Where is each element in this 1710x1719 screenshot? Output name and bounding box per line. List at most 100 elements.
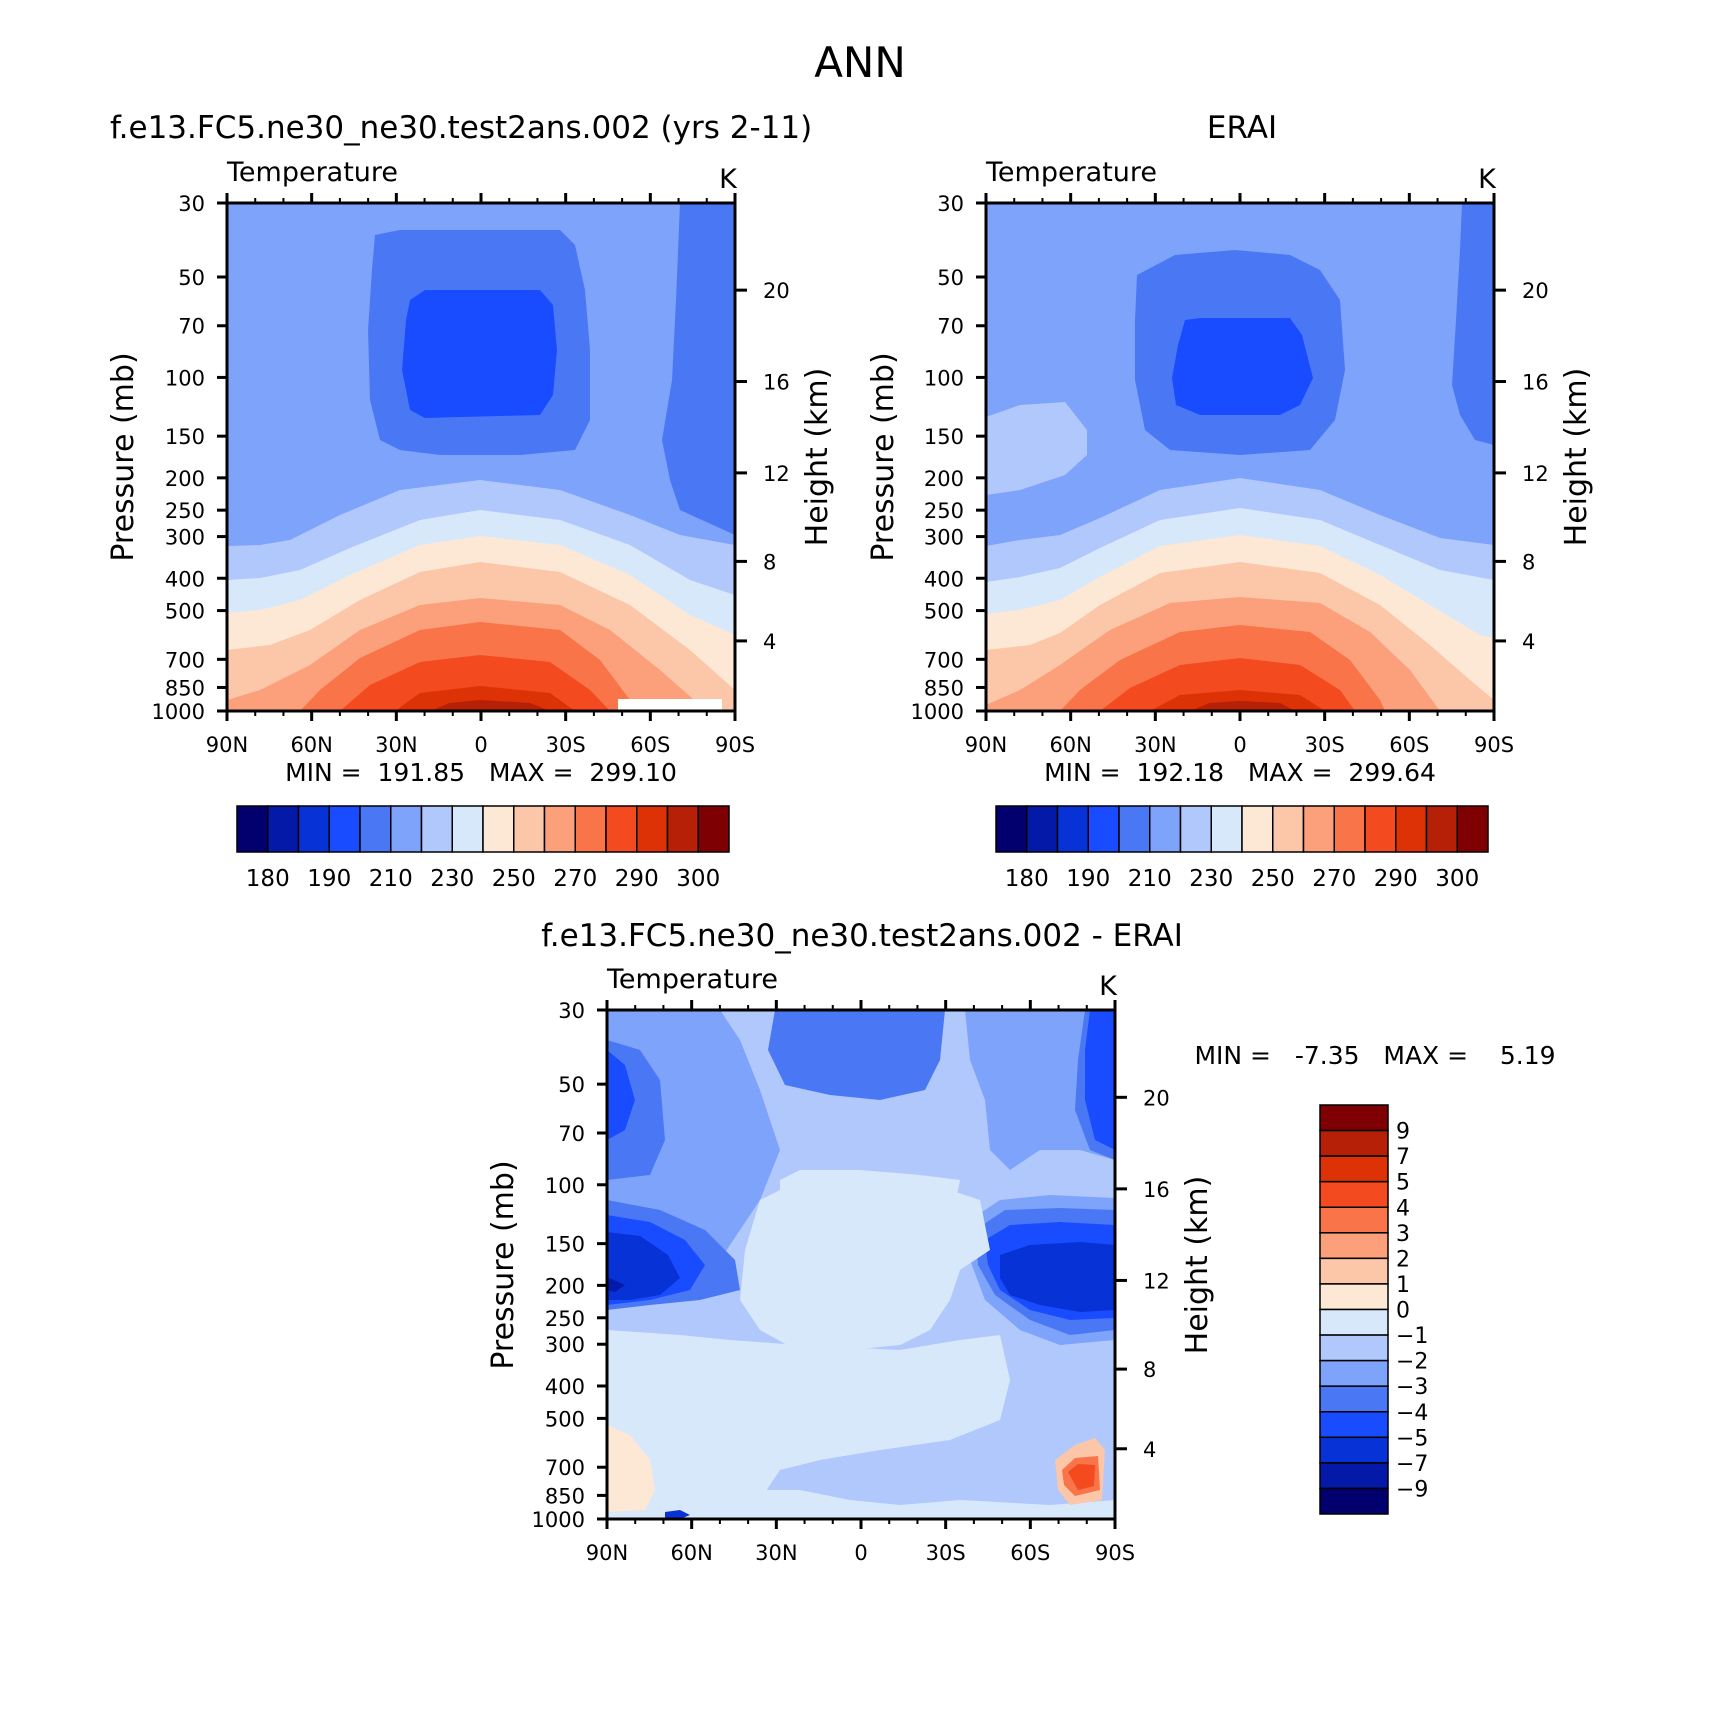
model-ytick-label: 250 — [165, 499, 205, 523]
obs-ytick-label: 100 — [924, 366, 964, 390]
obs-title: ERAI — [1207, 110, 1277, 146]
obs-y2tick-label: 4 — [1522, 630, 1535, 654]
model-y2label: Height (km) — [800, 368, 835, 547]
model-colorbar-box — [390, 805, 423, 853]
diff-colorbar-box — [1319, 1232, 1389, 1260]
diff-ytick-label: 150 — [545, 1233, 585, 1257]
obs-colorbar-box — [1210, 805, 1243, 853]
diff-axes: 90N 60N 30N 0 30S 60S 90S 30 50 70 100 150 200 250300… — [532, 999, 1170, 1565]
obs-xtick-label: 0 — [1233, 733, 1246, 757]
model-colorbar-box — [236, 805, 269, 853]
diff-y2tick-label: 4 — [1143, 1438, 1156, 1462]
model-ytick-label: 850 — [165, 676, 205, 700]
obs-colorbar-box — [1364, 805, 1397, 853]
diff-ytick-label: 300 — [545, 1333, 585, 1357]
diff-colorbar-label: 2 — [1396, 1247, 1410, 1272]
model-band-300 — [430, 700, 550, 711]
model-ytick-label: 700 — [165, 648, 205, 672]
obs-xtick-label: 30S — [1305, 733, 1345, 757]
obs-ytick-label: 70 — [937, 315, 964, 339]
obs-band-200 — [1172, 318, 1313, 415]
obs-ytick-label: 30 — [937, 192, 964, 216]
diff-ytick-label: 1000 — [532, 1508, 585, 1532]
diff-colorbar-box — [1319, 1180, 1389, 1208]
diff-xtick-label: 90S — [1095, 1541, 1135, 1565]
obs-colorbar-box — [1056, 805, 1089, 853]
diff-colorbar-label: 7 — [1396, 1145, 1410, 1170]
model-ytick-label: 30 — [178, 192, 205, 216]
diff-colorbar-label: −2 — [1396, 1350, 1428, 1375]
obs-ytick-label: 200 — [924, 467, 964, 491]
obs-colorbar-box — [1241, 805, 1274, 853]
diff-ytick-label: 850 — [545, 1484, 585, 1508]
diff-xtick-label: 90N — [586, 1541, 628, 1565]
model-colorbar-box — [359, 805, 392, 853]
diff-colorbar-label: −3 — [1396, 1375, 1428, 1400]
obs-y2tick-label: 16 — [1522, 371, 1549, 395]
obs-colorbar-label: 190 — [1066, 866, 1110, 892]
model-variable-label: Temperature — [226, 157, 398, 188]
obs-xtick-label: 90S — [1474, 733, 1514, 757]
diff-band-minus-5-east — [1085, 1010, 1115, 1150]
model-colorbar-box — [636, 805, 669, 853]
model-y2tick-label: 4 — [763, 630, 776, 654]
diff-band-4-east — [1068, 1464, 1095, 1490]
model-colorbar-box — [267, 805, 300, 853]
obs-colorbar-box — [1026, 805, 1059, 853]
obs-colorbar-box — [1456, 805, 1489, 853]
obs-ytick-label: 150 — [924, 425, 964, 449]
model-ytick-label: 1000 — [152, 700, 205, 724]
model-xtick-label: 0 — [474, 733, 487, 757]
obs-units-label: K — [1478, 164, 1497, 195]
diff-xtick-label: 60S — [1010, 1541, 1050, 1565]
diff-colorbar-box — [1319, 1283, 1389, 1311]
obs-ytick-label: 1000 — [911, 700, 964, 724]
model-band-210-east — [662, 203, 735, 535]
model-xtick-label: 30S — [546, 733, 586, 757]
model-colorbar-label: 270 — [553, 866, 597, 892]
diff-xtick-label: 30N — [755, 1541, 797, 1565]
diff-ylabel: Pressure (mb) — [486, 1160, 521, 1369]
diff-units-label: K — [1099, 971, 1118, 1002]
diff-band-minus-7-bottom — [665, 1510, 690, 1519]
model-missing-data — [618, 699, 722, 711]
model-colorbar: 180 190 210 230 250 270 290 300 — [236, 805, 730, 892]
obs-colorbar-label: 180 — [1005, 866, 1049, 892]
obs-band-210-east — [1452, 203, 1494, 445]
model-colorbar-box — [328, 805, 361, 853]
obs-y2label: Height (km) — [1559, 368, 1594, 547]
diff-xtick-label: 30S — [926, 1541, 966, 1565]
model-colorbar-box — [605, 805, 638, 853]
diff-band-minus-1-lower — [607, 1330, 1010, 1519]
obs-colorbar-label: 300 — [1435, 866, 1479, 892]
diff-ytick-label: 200 — [545, 1274, 585, 1298]
obs-variable-label: Temperature — [985, 157, 1157, 188]
obs-xtick-label: 60N — [1049, 733, 1091, 757]
obs-colorbar-box — [1333, 805, 1366, 853]
diff-colorbar-box — [1319, 1104, 1389, 1132]
obs-colorbar-label: 250 — [1251, 866, 1295, 892]
diff-colorbar-label: 9 — [1396, 1120, 1410, 1145]
diff-colorbar-box — [1319, 1334, 1389, 1362]
page-title: ANN — [814, 38, 906, 87]
diff-colorbar-box — [1319, 1129, 1389, 1157]
diff-colorbar-label: 4 — [1396, 1196, 1410, 1221]
diff-ytick-label: 500 — [545, 1407, 585, 1431]
diff-ytick-label: 70 — [558, 1122, 585, 1146]
obs-ytick-label: 300 — [924, 526, 964, 550]
model-y2tick-label: 16 — [763, 371, 790, 395]
diff-title: f.e13.FC5.ne30_ne30.test2ans.002 - ERAI — [541, 918, 1183, 954]
obs-axes: 90N 60N 30N 0 30S 60S 90S 30 50 70 100 150 200 250 300… — [911, 192, 1549, 757]
model-xtick-label: 60S — [630, 733, 670, 757]
diff-xtick-label: 0 — [854, 1541, 867, 1565]
diff-colorbar-box — [1319, 1385, 1389, 1413]
obs-y2tick-label: 8 — [1522, 550, 1535, 574]
diff-colorbar-label: 3 — [1396, 1222, 1410, 1247]
obs-band-230-west — [986, 402, 1087, 495]
diff-band-minus-1-upper-center — [780, 1170, 960, 1222]
obs-colorbar-box — [1149, 805, 1182, 853]
diff-ytick-label: 700 — [545, 1456, 585, 1480]
diff-colorbar-label: −1 — [1396, 1324, 1428, 1349]
obs-colorbar-box — [1272, 805, 1305, 853]
diff-y2tick-label: 12 — [1143, 1269, 1170, 1293]
